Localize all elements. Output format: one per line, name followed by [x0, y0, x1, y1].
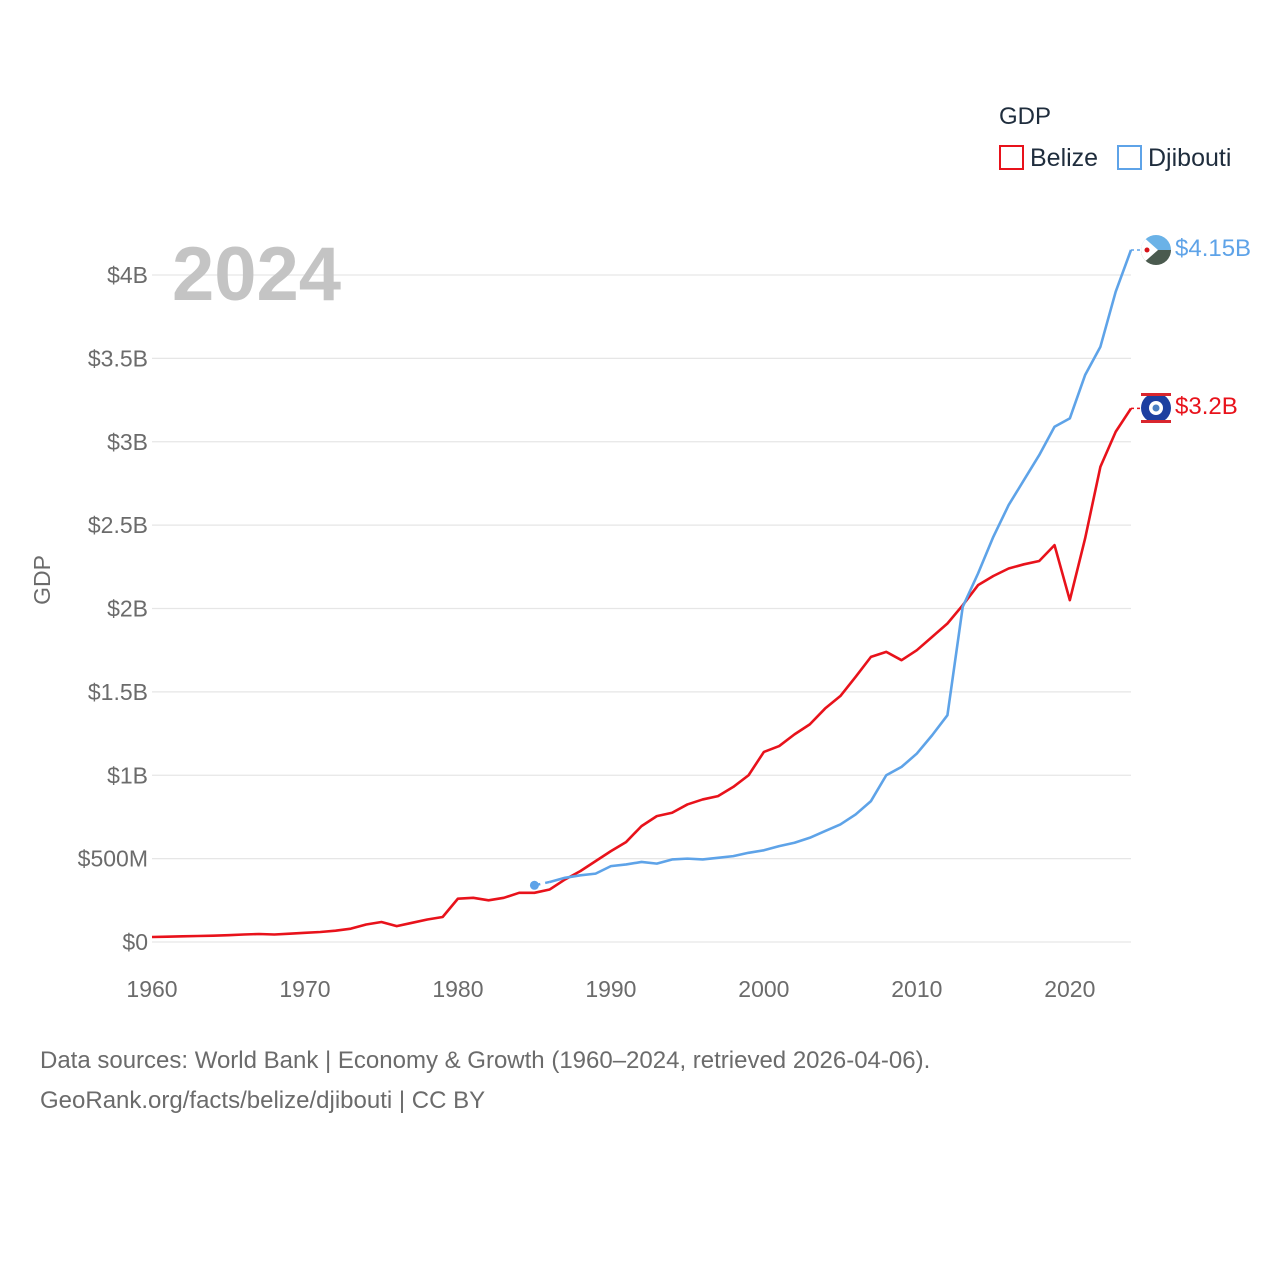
y-tick-label-8: $4B — [107, 262, 148, 288]
series-line-belize[interactable] — [151, 407, 1133, 939]
legend-title: GDP — [999, 103, 1051, 130]
source-line: Data sources: World Bank | Economy & Gro… — [40, 1047, 930, 1074]
y-tick-label-1: $500M — [78, 846, 148, 872]
series-lines — [151, 249, 1140, 939]
x-tick-label-6: 2020 — [1044, 976, 1095, 1002]
belize-flag-icon — [1141, 393, 1171, 423]
x-tick-label-0: 1960 — [126, 976, 177, 1002]
end-label-djibouti: $4.15B — [1175, 235, 1251, 262]
x-tick-label-3: 1990 — [585, 976, 636, 1002]
y-tick-label-3: $1.5B — [88, 679, 148, 705]
legend-label-belize[interactable]: Belize — [1030, 144, 1098, 172]
series-line-djibouti[interactable] — [549, 249, 1133, 884]
y-tick-label-6: $3B — [107, 429, 148, 455]
gridlines — [152, 274, 1131, 943]
x-tick-label-5: 2010 — [891, 976, 942, 1002]
legend: GDP Belize Djibouti — [999, 103, 1231, 172]
legend-swatch-belize[interactable] — [999, 145, 1024, 170]
x-tick-label-2: 1980 — [432, 976, 483, 1002]
y-tick-label-2: $1B — [107, 762, 148, 788]
x-tick-label-1: 1970 — [279, 976, 330, 1002]
legend-label-djibouti[interactable]: Djibouti — [1148, 144, 1231, 172]
djibouti-flag-icon — [1141, 235, 1171, 265]
y-tick-label-7: $3.5B — [88, 345, 148, 371]
end-label-belize: $3.2B — [1175, 393, 1238, 420]
y-axis-ticks: $0 $500M $1B $1.5B $2B $2.5B $3B $3.5B $4B — [78, 262, 148, 955]
y-tick-label-0: $0 — [122, 929, 148, 955]
y-tick-label-4: $2B — [107, 596, 148, 622]
x-tick-label-4: 2000 — [738, 976, 789, 1002]
attribution-link[interactable]: GeoRank.org/facts/belize/djibouti | CC B… — [40, 1087, 485, 1114]
x-axis-ticks: 1960 1970 1980 1990 2000 2010 2020 — [126, 976, 1095, 1002]
legend-swatch-djibouti[interactable] — [1117, 145, 1142, 170]
series-start-point-djibouti — [529, 880, 539, 890]
year-watermark: 2024 — [172, 232, 341, 317]
y-tick-label-5: $2.5B — [88, 512, 148, 538]
y-axis-title: GDP — [29, 555, 55, 605]
